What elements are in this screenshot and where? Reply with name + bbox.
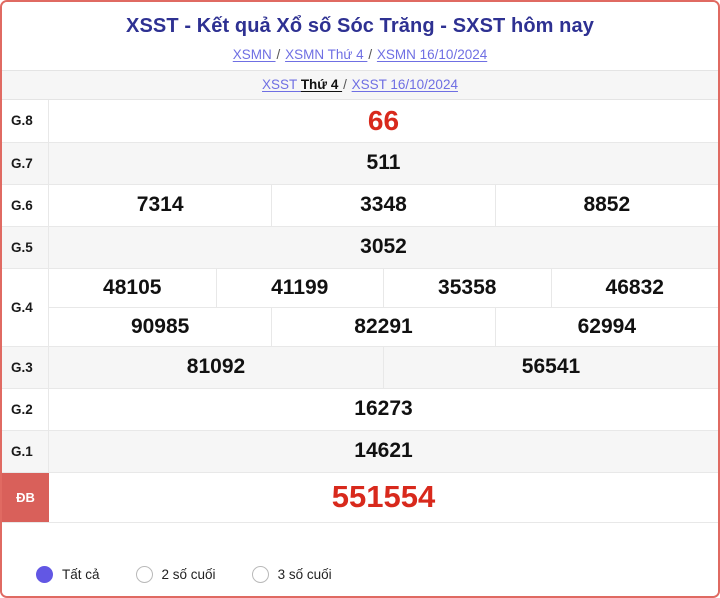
filter-option-2[interactable]: 3 số cuối — [251, 566, 332, 583]
prize-row-g7: G.7 511 — [2, 142, 718, 185]
prize-label: G.8 — [2, 99, 49, 142]
prize-subrow: 81092 56541 — [49, 346, 718, 388]
filter-option-label: 2 số cuối — [161, 567, 216, 582]
breadcrumb-secondary-link-0[interactable]: XSST — [262, 76, 301, 92]
breadcrumb-primary: XSMN / XSMN Thứ 4 / XSMN 16/10/2024 — [2, 46, 718, 64]
prize-row-g2: G.2 16273 — [2, 388, 718, 431]
prize-row-g1: G.1 14621 — [2, 430, 718, 473]
breadcrumb-primary-link-0[interactable]: XSMN — [232, 47, 276, 62]
prize-number: 14621 — [354, 439, 413, 463]
breadcrumb-secondary-current-1: Thứ 4 — [300, 76, 343, 92]
prize-label: G.6 — [2, 184, 49, 226]
prize-number: 511 — [366, 151, 401, 175]
breadcrumb-primary-separator-3: / — [368, 47, 373, 62]
prize-number: 46832 — [550, 268, 719, 307]
breadcrumb-secondary: XSST Thứ 4 / XSST 16/10/2024 — [2, 69, 718, 100]
prize-number: 62994 — [494, 307, 718, 346]
prize-number: 41199 — [215, 268, 384, 307]
prize-label: G.4 — [2, 268, 49, 346]
prize-number: 551554 — [331, 479, 436, 515]
prize-number: 90985 — [130, 314, 190, 338]
prize-numbers: 66 — [49, 100, 718, 142]
prize-row-g8: G.8 66 — [2, 99, 718, 143]
prize-numbers: 16273 — [49, 389, 718, 430]
prize-number: 82291 — [271, 307, 494, 346]
prize-label: ĐB — [2, 472, 49, 522]
prize-number: 48105 — [103, 275, 162, 299]
prize-number: 81092 — [186, 355, 246, 379]
prize-label: G.7 — [2, 142, 49, 184]
prize-number: 66 — [367, 104, 400, 136]
filter-option-label: 3 số cuối — [277, 567, 332, 582]
prize-number: 16273 — [354, 397, 413, 421]
breadcrumb-primary-separator-1: / — [276, 47, 281, 62]
prize-number: 3348 — [271, 184, 494, 226]
prize-row-g6: G.6 7314 3348 8852 — [2, 184, 718, 227]
breadcrumb-secondary-link-3[interactable]: XSST 16/10/2024 — [351, 76, 458, 92]
prize-label: G.2 — [2, 388, 49, 430]
filter-option-0[interactable]: Tất cả — [36, 566, 100, 583]
prize-number: 3052 — [360, 235, 407, 259]
prize-subrow: 7314 3348 8852 — [49, 184, 718, 226]
prize-number: 8852 — [494, 184, 718, 226]
prize-number: 7314 — [136, 193, 184, 217]
radio-button-icon[interactable] — [251, 566, 269, 583]
prize-numbers: 3052 — [49, 227, 718, 268]
filter-option-label: Tất cả — [62, 567, 100, 582]
prize-label: G.3 — [2, 346, 49, 388]
prize-numbers: 81092 56541 — [49, 346, 718, 388]
prize-subrow: 3052 — [49, 227, 718, 268]
page-title: XSST - Kết quả Xổ số Sóc Trăng - SXST hô… — [126, 15, 594, 37]
prize-label: G.5 — [2, 226, 49, 268]
prize-numbers: 48105 41199 35358 46832 90985 82291 62994 — [49, 268, 719, 346]
prize-numbers: 551554 — [49, 473, 718, 522]
header: XSST - Kết quả Xổ số Sóc Trăng - SXST hô… — [2, 2, 718, 70]
filter-option-1[interactable]: 2 số cuối — [135, 566, 216, 583]
breadcrumb-primary-link-2[interactable]: XSMN Thứ 4 — [285, 47, 368, 62]
prize-row-g3: G.3 81092 56541 — [2, 346, 718, 389]
radio-button-icon[interactable] — [36, 566, 53, 583]
prize-row-g4: G.4 48105 41199 35358 46832 90985 82291 62994 — [2, 268, 719, 347]
prize-subrow: 551554 — [49, 473, 718, 522]
prize-numbers: 7314 3348 8852 — [49, 184, 718, 226]
breadcrumb-primary-link-4[interactable]: XSMN 16/10/2024 — [376, 47, 488, 62]
radio-button-icon[interactable] — [135, 566, 153, 583]
prize-subrow: 511 — [49, 143, 718, 184]
prize-numbers: 14621 — [49, 431, 718, 472]
prize-subrow: 16273 — [49, 389, 718, 430]
prize-row-g5: G.5 3052 — [2, 226, 718, 269]
prize-numbers: 511 — [49, 143, 718, 184]
filter-options: Tất cả 2 số cuối 3 số cuối — [2, 553, 718, 596]
prize-number: 35358 — [383, 268, 551, 307]
prize-subrow: 14621 — [49, 431, 718, 472]
prize-number: 56541 — [383, 346, 718, 388]
prize-row-đb: ĐB 551554 — [2, 472, 718, 523]
prize-label: G.1 — [2, 430, 49, 472]
breadcrumb-secondary-separator-2: / — [343, 76, 347, 92]
prize-subrow: 90985 82291 62994 — [49, 306, 718, 346]
prize-subrow: 66 — [49, 100, 718, 142]
prize-subrow: 48105 41199 35358 46832 — [49, 268, 719, 307]
results-table: G.8 66 G.7 511 G.6 7314 3348 8852 G.5 3052 G.4 4810… — [2, 99, 719, 553]
